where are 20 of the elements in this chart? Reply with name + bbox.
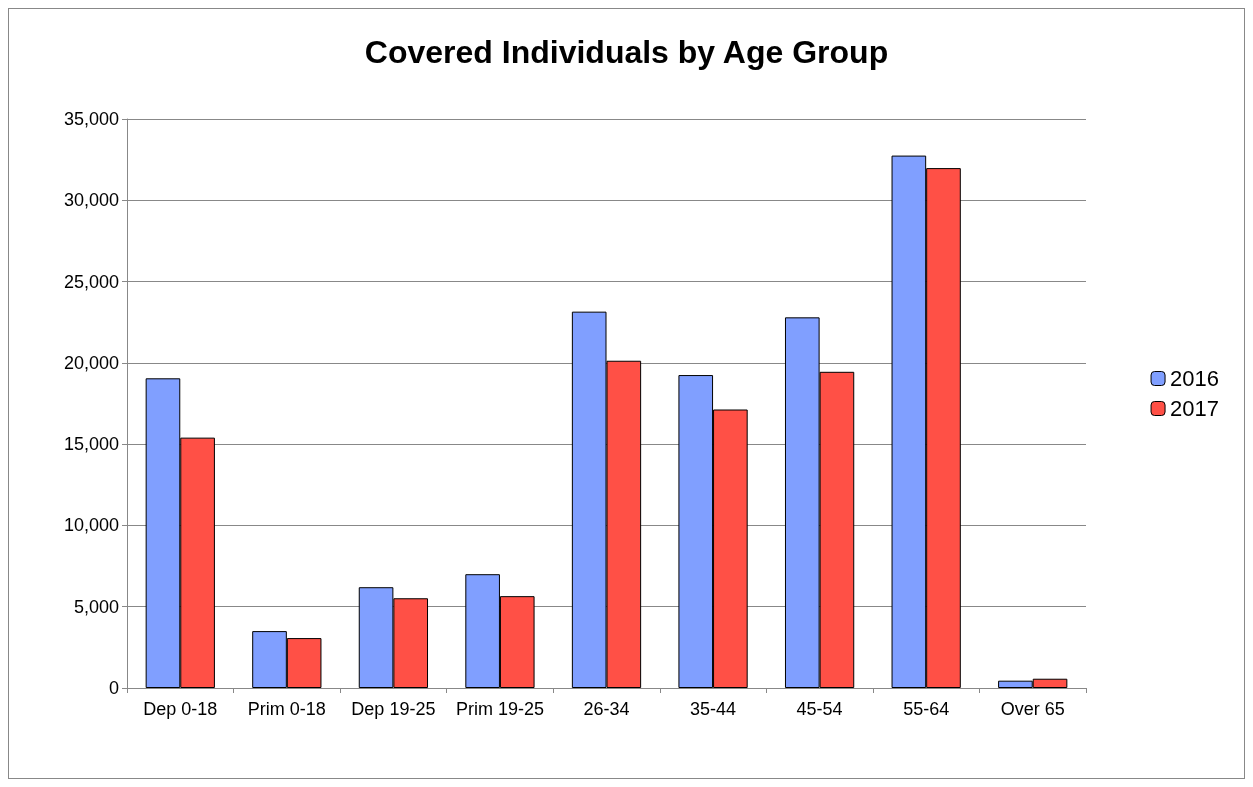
legend-label: 2016 [1170,366,1220,391]
y-tick-label: 5,000 [73,596,119,617]
x-tick-label: Dep 0-18 [143,699,218,719]
y-tick-label: 0 [108,678,119,698]
x-tick-label: 26-34 [583,699,630,719]
y-tick-label: 30,000 [63,190,119,211]
x-tick-label: 45-54 [796,699,843,719]
x-tick-label: Over 65 [1000,699,1065,719]
x-tick-label: 55-64 [903,699,950,719]
y-tick-label: 25,000 [63,271,119,292]
y-tick-label: 35,000 [63,109,119,129]
x-tick-label: Prim 19-25 [455,699,544,719]
legend-label: 2017 [1170,396,1220,421]
x-tick-label: Dep 19-25 [351,699,436,719]
x-tick-label: Prim 0-18 [247,699,326,719]
y-tick-label: 20,000 [63,352,119,373]
chart-title: Covered Individuals by Age Group [364,34,889,70]
y-tick-label: 10,000 [63,515,119,536]
y-tick-label: 15,000 [63,434,119,455]
x-tick-label: 35-44 [690,699,737,719]
